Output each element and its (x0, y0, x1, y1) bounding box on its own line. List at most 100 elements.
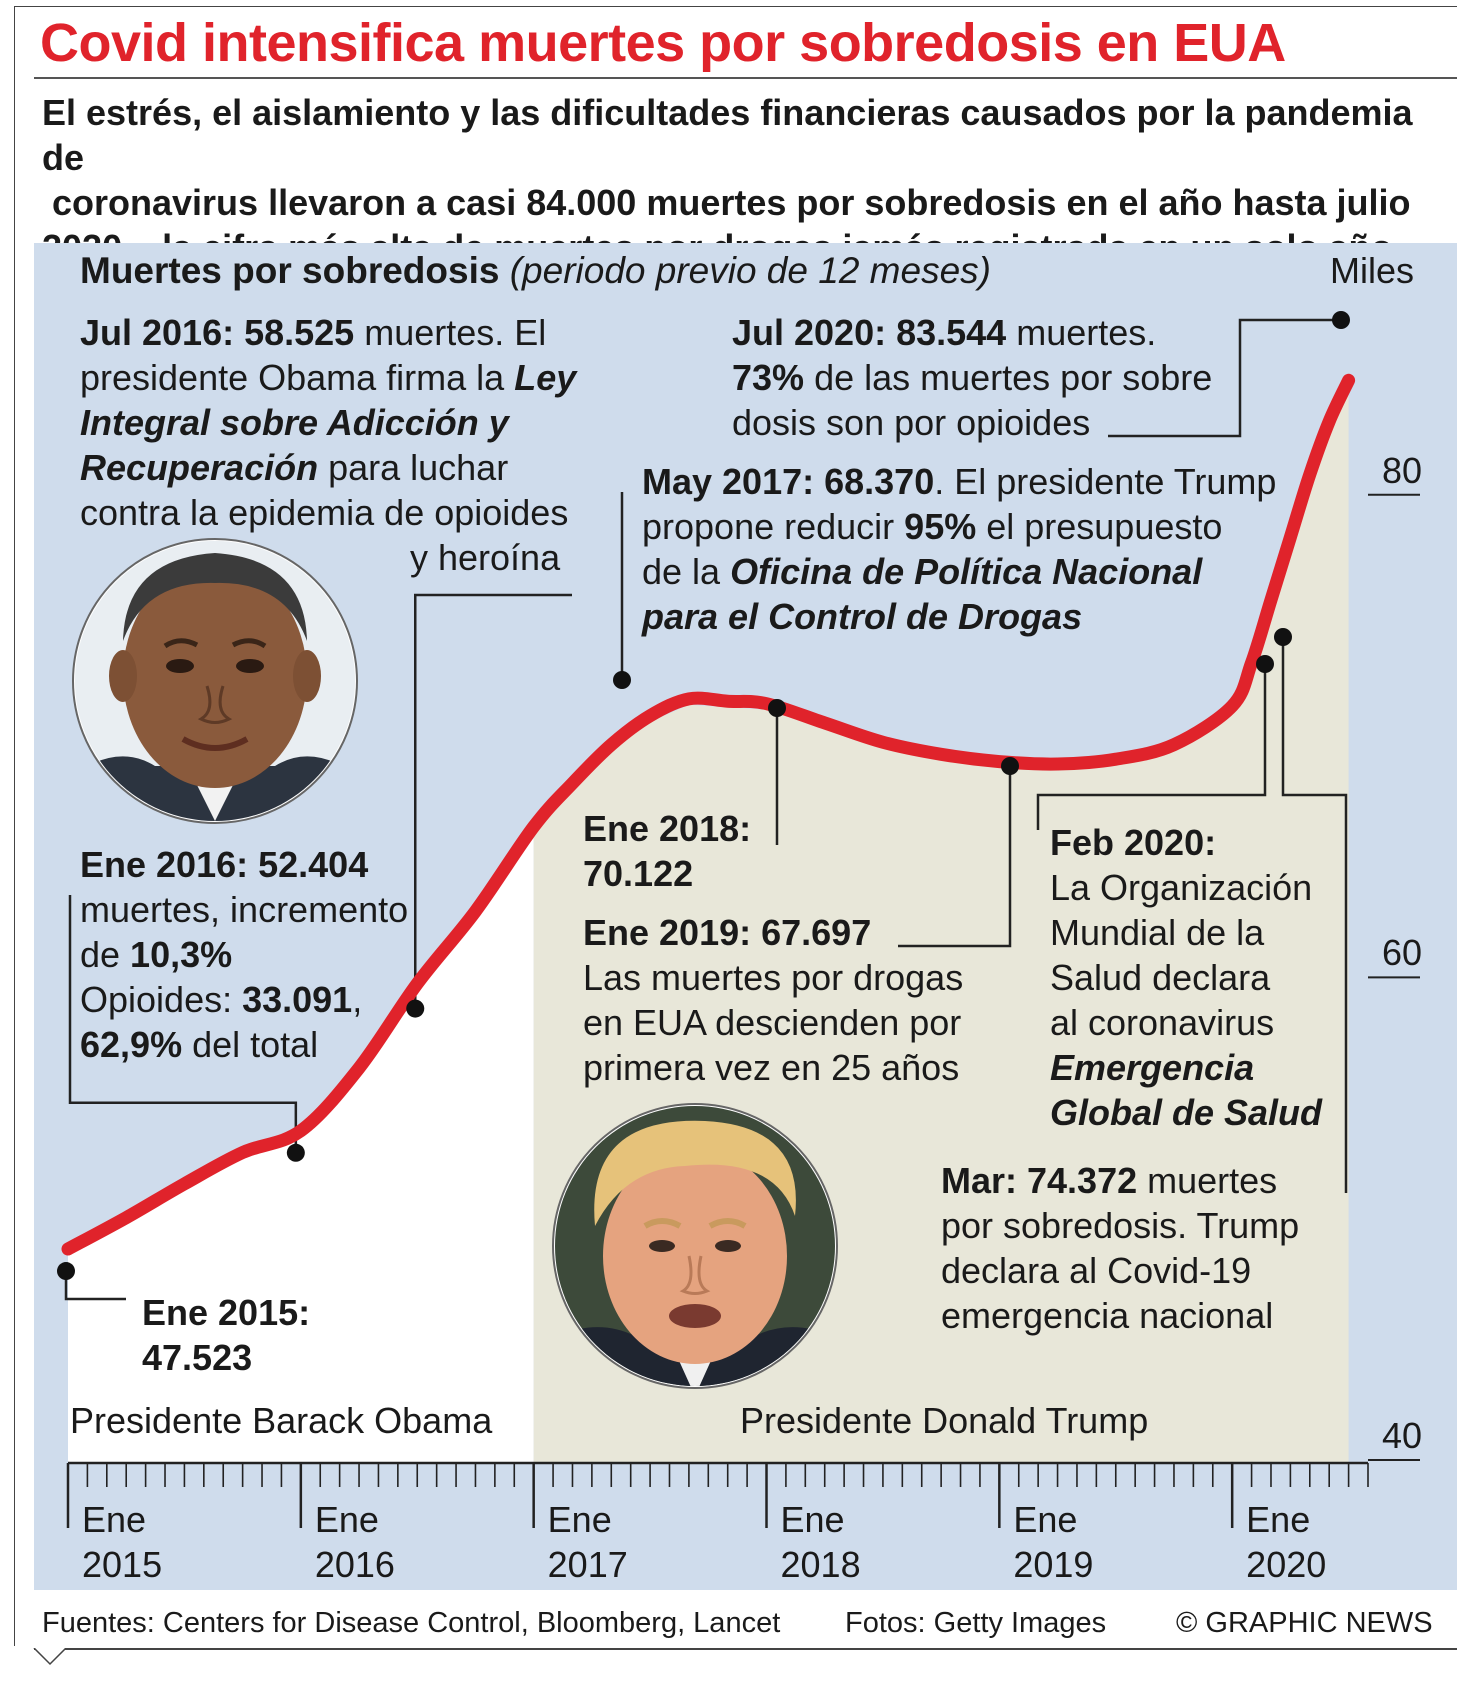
annotation-text: Jul 2020: 83.544 (732, 312, 1007, 353)
annotation-text: Ene 2016: 52.404 (80, 844, 369, 885)
subtitle-line: El estrés, el aislamiento y las dificult… (42, 92, 1413, 178)
annotation-text: Opioides: (80, 979, 243, 1020)
x-tick-label-year: 2016 (314, 1544, 395, 1585)
annotation-text: 95% (904, 506, 977, 547)
annotation-text: Salud declara (1050, 957, 1271, 998)
x-tick-label: Ene 2015 (82, 1497, 162, 1587)
series-line (61, 373, 1356, 1256)
footer-sources: Fuentes: Centers for Disease Control, Bl… (42, 1607, 781, 1639)
point-jan2018 (768, 699, 786, 717)
x-tick-label-year: 2015 (82, 1544, 163, 1585)
annotation-text: 10,3% (130, 934, 233, 975)
x-tick-label-month: Ene (1013, 1499, 1078, 1540)
annotation-jan2019: Ene 2019: 67.697 Las muertes por drogas … (583, 910, 963, 1090)
y-tick-label: 40 (1381, 1415, 1422, 1456)
x-tick-label-month: Ene (780, 1499, 845, 1540)
footer-divider (34, 1648, 1457, 1650)
point-feb2020 (1256, 655, 1274, 673)
annotation-text: 47.523 (142, 1337, 253, 1378)
x-tick-label: Ene 2016 (315, 1497, 395, 1587)
annotation-text: Ene 2015: (142, 1292, 311, 1333)
annotation-text: Ley (514, 357, 577, 398)
point-jan2016 (286, 1143, 305, 1162)
annotation-text: Mar: 74.372 (941, 1160, 1138, 1201)
annotation-text: primera vez en 25 años (583, 1047, 960, 1088)
annotation-mar2020: Mar: 74.372 muertes por sobredosis. Trum… (941, 1158, 1299, 1338)
annotation-jul2020: Jul 2020: 83.544 muertes. 73% de las mue… (732, 310, 1212, 445)
point-mar2020 (1274, 628, 1292, 646)
x-tick-label-month: Ene (314, 1499, 379, 1540)
x-tick-label-year: 2017 (547, 1544, 628, 1585)
title-divider (34, 77, 1457, 79)
point-may2017 (613, 671, 631, 689)
annotation-text: presidente Obama firma la (80, 357, 515, 398)
x-axis (66, 1461, 1369, 1528)
chart-svg (34, 243, 1457, 1590)
annotation-text: para el Control de Drogas (642, 596, 1083, 637)
x-tick-label-year: 2018 (780, 1544, 861, 1585)
annotation-text: para luchar (318, 447, 509, 488)
annotation-text: Las muertes por drogas (583, 957, 964, 998)
annotation-text: y heroína (410, 537, 561, 578)
x-tick-label: Ene 2020 (1246, 1497, 1326, 1587)
footer-photos: Fotos: Getty Images (845, 1607, 1107, 1639)
annotation-text: emergencia nacional (941, 1295, 1274, 1336)
annotation-text: de la (642, 551, 731, 592)
chart-title-note: (periodo previo de 12 meses) (509, 250, 991, 291)
annotation-text: 62,9% (80, 1024, 183, 1065)
annotation-text: Feb 2020: (1050, 822, 1217, 863)
annotation-text: Jul 2016: 58.525 (80, 312, 355, 353)
chart-title: Muertes por sobredosis (periodo previo d… (80, 250, 991, 292)
y-tick-lines (1368, 493, 1420, 1461)
point-jul2020 (1332, 311, 1350, 329)
annotation-text: Ene 2018: (583, 808, 752, 849)
annotation-jan2015: Ene 2015: 47.523 (142, 1290, 310, 1380)
obama-label: Presidente Barack Obama (70, 1400, 493, 1441)
annotation-text: propone reducir (642, 506, 905, 547)
annotation-text: muertes. El (354, 312, 547, 353)
annotation-text: 73% (732, 357, 805, 398)
annotation-points (57, 311, 1350, 1281)
leader-jan2019 (898, 766, 1012, 948)
x-tick-label-month: Ene (1246, 1499, 1311, 1540)
x-tick-label: Ene 2018 (781, 1497, 861, 1587)
annotation-text: May 2017: 68.370 (642, 461, 935, 502)
leader-jan2015 (64, 1271, 126, 1301)
annotation-text: en EUA descienden por (583, 1002, 962, 1043)
annotation-text: , (352, 979, 363, 1020)
leader-mar2020 (1281, 637, 1348, 1193)
annotation-text: muertes. (1006, 312, 1157, 353)
annotation-jul2016: Jul 2016: 58.525 muertes. El presidente … (80, 310, 576, 580)
y-tick-label: 60 (1381, 932, 1422, 974)
annotation-text: . El presidente Trump (934, 461, 1277, 502)
annotation-jan2016: Ene 2016: 52.404 muertes, incremento de … (80, 842, 408, 1067)
annotation-may2017: May 2017: 68.370. El presidente Trump pr… (642, 459, 1276, 639)
footer-pointer (33, 1648, 67, 1666)
chart-title-main: Muertes por sobredosis (80, 250, 500, 291)
trump-photo (552, 1103, 838, 1389)
leader-feb2020 (1036, 664, 1267, 830)
footer-copyright: © GRAPHIC NEWS (1176, 1607, 1433, 1639)
page-title: Covid intensifica muertes por sobredosis… (40, 13, 1286, 73)
point-jan2015 (57, 1262, 75, 1281)
annotation-text: Recuperación (80, 447, 319, 488)
annotation-text: 33.091 (242, 979, 353, 1020)
trump-label: Presidente Donald Trump (740, 1400, 1149, 1441)
annotation-text: de las muertes por sobre (804, 357, 1213, 398)
annotation-text: 70.122 (583, 853, 694, 894)
page-frame (14, 6, 1457, 1646)
annotation-text: Oficina de Política Nacional (730, 551, 1203, 592)
annotation-leaders (64, 318, 1348, 1301)
annotation-text: contra la epidemia de opioides (80, 492, 569, 533)
annotation-text: por sobredosis. Trump (941, 1205, 1300, 1246)
annotation-feb2020: Feb 2020: La Organización Mundial de la … (1050, 820, 1322, 1135)
annotation-text: declara al Covid-19 (941, 1250, 1252, 1291)
x-tick-label-month: Ene (547, 1499, 612, 1540)
leader-jul2020 (1108, 318, 1341, 438)
x-tick-label-year: 2020 (1246, 1544, 1327, 1585)
annotation-text: de (80, 934, 131, 975)
x-tick-label-year: 2019 (1013, 1544, 1094, 1585)
annotation-text: Global de Salud (1050, 1092, 1323, 1133)
x-tick-label: Ene 2019 (1013, 1497, 1093, 1587)
annotation-text: Mundial de la (1050, 912, 1265, 953)
